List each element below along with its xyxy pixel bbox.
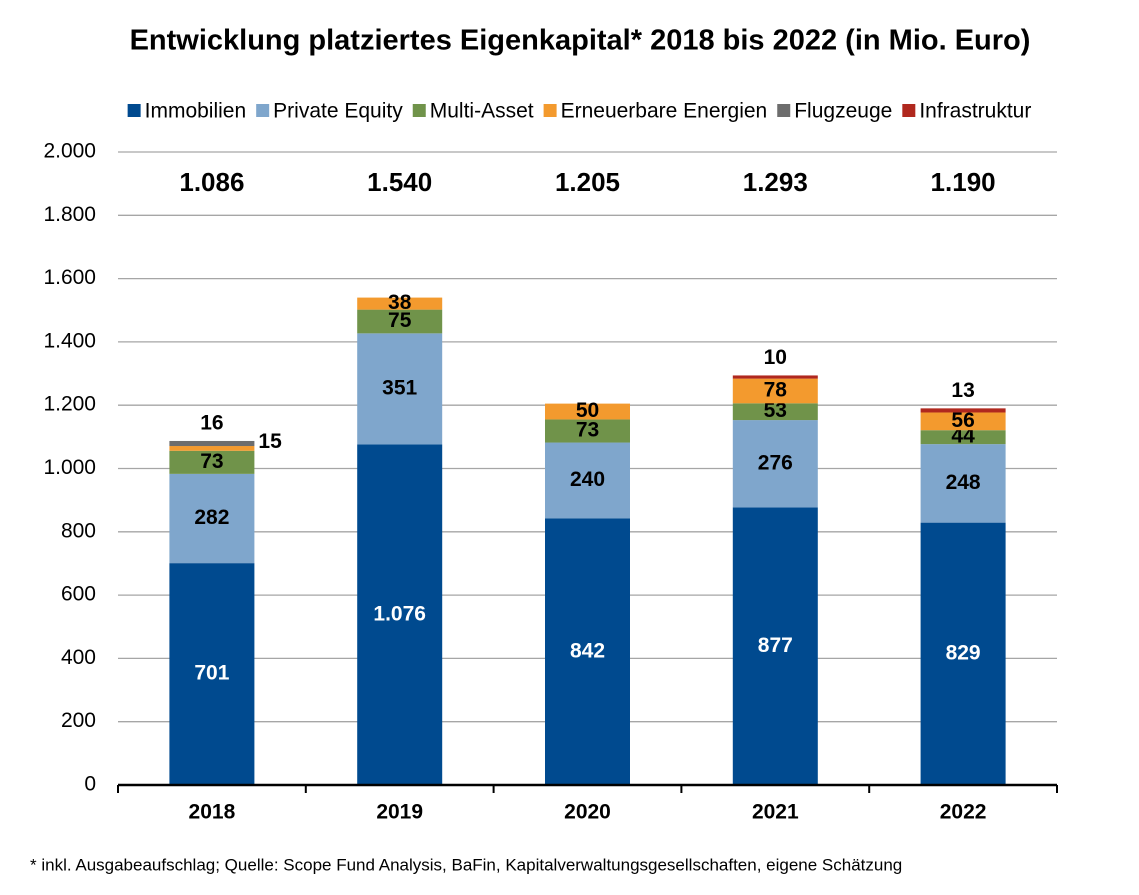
y-tick-label: 400 — [61, 646, 96, 669]
y-tick-label: 0 — [84, 773, 96, 796]
data-label: 44 — [951, 425, 975, 448]
x-tick-label: 2021 — [752, 801, 799, 824]
legend-label: Immobilien — [145, 100, 247, 123]
bar-segment — [545, 442, 630, 519]
bar-segment — [732, 403, 818, 421]
total-label: 1.540 — [367, 167, 432, 197]
data-label: 351 — [382, 376, 417, 399]
bar-segment — [920, 412, 1006, 431]
bar-segment — [357, 297, 443, 310]
chart-title: Entwicklung platziertes Eigenkapital* 20… — [130, 25, 1031, 57]
y-tick-label: 200 — [61, 709, 96, 732]
bar-segment — [357, 444, 443, 785]
legend-label: Multi-Asset — [430, 100, 534, 123]
y-tick-label: 2.000 — [43, 140, 96, 163]
total-label: 1.293 — [743, 167, 808, 197]
bar-segment — [169, 473, 255, 564]
legend-label: Erneuerbare Energien — [561, 100, 768, 123]
data-label: 829 — [946, 641, 981, 664]
bar-segment — [357, 333, 443, 445]
data-label: 73 — [200, 450, 223, 473]
total-label: 1.205 — [555, 167, 620, 197]
data-label: 50 — [576, 399, 599, 422]
data-label: 10 — [764, 346, 787, 369]
data-label: 248 — [946, 471, 981, 494]
data-label: 282 — [194, 506, 229, 529]
bar-segment — [169, 450, 255, 474]
bar-segment — [920, 522, 1006, 785]
y-tick-label: 1.000 — [43, 456, 96, 479]
y-tick-label: 1.600 — [43, 266, 96, 289]
bar-segment — [732, 375, 818, 379]
bar-segment — [545, 403, 630, 420]
data-label: 240 — [570, 468, 605, 491]
y-tick-label: 1.800 — [43, 203, 96, 226]
x-tick-label: 2022 — [940, 801, 987, 824]
bar-segment — [732, 507, 818, 785]
legend-label: Private Equity — [273, 100, 403, 123]
bar-segment — [920, 408, 1006, 413]
bar-segment — [545, 518, 630, 785]
x-tick-label: 2020 — [564, 801, 611, 824]
total-label: 1.190 — [931, 167, 996, 197]
total-label: 1.086 — [179, 167, 244, 197]
bar-segment — [545, 419, 630, 443]
data-label: 56 — [951, 409, 974, 432]
data-label: 53 — [764, 399, 787, 422]
y-tick-label: 600 — [61, 583, 96, 606]
y-tick-label: 1.200 — [43, 393, 96, 416]
footnote: * inkl. Ausgabeaufschlag; Quelle: Scope … — [30, 855, 902, 874]
data-label: 701 — [194, 662, 229, 685]
data-label: 15 — [258, 430, 282, 453]
data-label: 842 — [570, 639, 605, 662]
data-label: 13 — [951, 379, 974, 402]
legend-swatch — [256, 104, 270, 117]
bar-segment — [169, 440, 255, 447]
data-label: 38 — [388, 291, 412, 314]
data-label: 16 — [200, 412, 223, 435]
bar-segment — [169, 563, 255, 785]
data-label: 75 — [388, 309, 412, 332]
legend-swatch — [127, 104, 141, 117]
y-tick-label: 1.400 — [43, 329, 96, 352]
bar-segment — [732, 378, 818, 404]
data-label: 276 — [758, 451, 793, 474]
bar-segment — [732, 420, 818, 508]
legend-label: Flugzeuge — [794, 100, 892, 123]
y-tick-label: 800 — [61, 519, 96, 542]
x-tick-label: 2019 — [376, 801, 423, 824]
bar-segment — [169, 446, 255, 451]
bar-segment — [357, 309, 443, 334]
legend-swatch — [543, 104, 557, 117]
legend-swatch — [412, 104, 426, 117]
data-label: 1.076 — [373, 602, 426, 625]
legend-swatch — [777, 104, 791, 117]
bar-segment — [920, 430, 1006, 445]
x-tick-label: 2018 — [189, 801, 236, 824]
legend-swatch — [902, 104, 916, 117]
data-label: 78 — [764, 379, 788, 402]
data-label: 877 — [758, 634, 793, 657]
data-label: 73 — [576, 419, 599, 442]
legend-label: Infrastruktur — [919, 100, 1031, 123]
bar-segment — [920, 444, 1006, 523]
